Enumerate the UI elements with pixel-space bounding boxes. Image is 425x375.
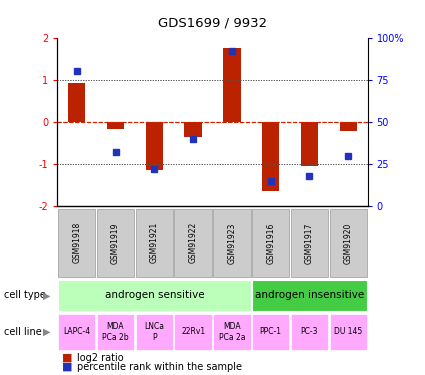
Bar — [107, 122, 124, 129]
Bar — [97, 314, 134, 350]
Text: ▶: ▶ — [43, 290, 51, 300]
Text: LAPC-4: LAPC-4 — [63, 327, 91, 336]
Text: DU 145: DU 145 — [334, 327, 363, 336]
Text: 22Rv1: 22Rv1 — [181, 327, 205, 336]
Bar — [262, 122, 279, 192]
Text: androgen sensitive: androgen sensitive — [105, 290, 204, 300]
Text: percentile rank within the sample: percentile rank within the sample — [76, 362, 241, 372]
Text: GSM91918: GSM91918 — [72, 222, 81, 263]
Text: GDS1699 / 9932: GDS1699 / 9932 — [158, 17, 267, 30]
Text: PPC-1: PPC-1 — [260, 327, 282, 336]
Bar — [330, 314, 367, 350]
Text: ▶: ▶ — [43, 327, 51, 337]
Bar — [58, 209, 95, 277]
Text: ■: ■ — [62, 362, 72, 372]
Bar — [252, 209, 289, 277]
Bar — [68, 82, 85, 122]
Text: GSM91917: GSM91917 — [305, 222, 314, 264]
Bar — [136, 314, 173, 350]
Text: cell line: cell line — [4, 327, 42, 337]
Bar — [146, 122, 163, 170]
Bar — [184, 122, 202, 136]
Text: cell type: cell type — [4, 290, 46, 300]
Bar — [252, 314, 289, 350]
Text: LNCa
P: LNCa P — [144, 322, 164, 342]
Bar — [252, 280, 367, 310]
Bar — [58, 314, 95, 350]
Text: GSM91916: GSM91916 — [266, 222, 275, 264]
Text: GSM91923: GSM91923 — [227, 222, 236, 264]
Bar — [175, 209, 212, 277]
Text: MDA
PCa 2b: MDA PCa 2b — [102, 322, 129, 342]
Bar — [136, 209, 173, 277]
Text: GSM91919: GSM91919 — [111, 222, 120, 264]
Bar — [97, 209, 134, 277]
Bar — [213, 314, 250, 350]
Text: MDA
PCa 2a: MDA PCa 2a — [218, 322, 245, 342]
Bar — [213, 209, 250, 277]
Bar — [58, 280, 250, 310]
Bar — [291, 314, 328, 350]
Bar — [175, 314, 212, 350]
Text: androgen insensitive: androgen insensitive — [255, 290, 364, 300]
Text: PC-3: PC-3 — [301, 327, 318, 336]
Bar — [301, 122, 318, 166]
Bar — [340, 122, 357, 131]
Text: log2 ratio: log2 ratio — [76, 353, 123, 363]
Text: GSM91920: GSM91920 — [344, 222, 353, 264]
Text: ■: ■ — [62, 353, 72, 363]
Bar — [291, 209, 328, 277]
Text: GSM91922: GSM91922 — [189, 222, 198, 263]
Bar — [223, 48, 241, 122]
Bar — [330, 209, 367, 277]
Text: GSM91921: GSM91921 — [150, 222, 159, 263]
